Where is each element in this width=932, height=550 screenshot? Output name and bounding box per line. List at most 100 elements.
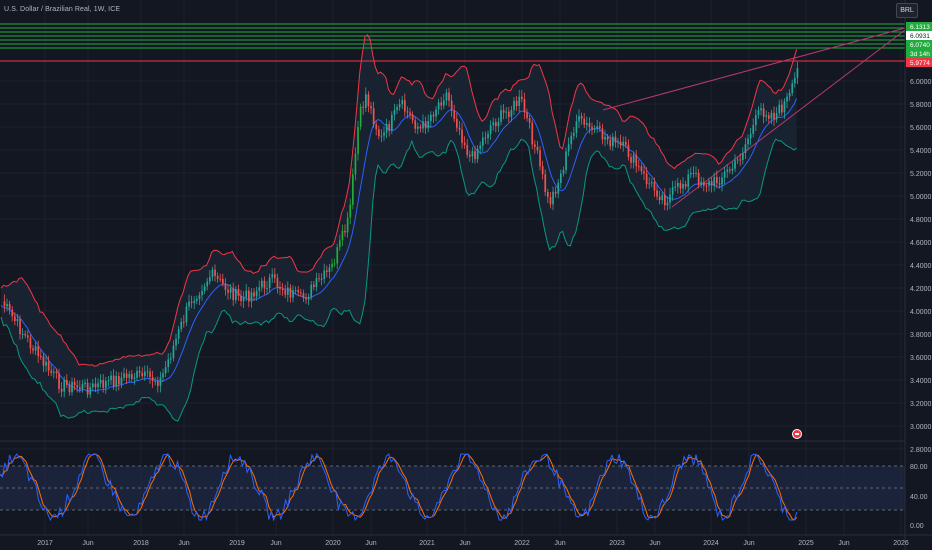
candle[interactable] bbox=[302, 293, 305, 298]
candle[interactable] bbox=[84, 382, 86, 385]
candle[interactable] bbox=[466, 145, 469, 155]
candle[interactable] bbox=[515, 100, 518, 106]
alert-icon[interactable] bbox=[792, 429, 802, 439]
candle[interactable] bbox=[190, 301, 193, 303]
candle[interactable] bbox=[461, 129, 463, 143]
candle[interactable] bbox=[697, 172, 700, 185]
candle[interactable] bbox=[534, 144, 536, 147]
candle[interactable] bbox=[164, 367, 167, 374]
candle[interactable] bbox=[768, 115, 770, 119]
candle[interactable] bbox=[690, 172, 692, 175]
candle[interactable] bbox=[27, 335, 29, 338]
candle[interactable] bbox=[617, 141, 619, 143]
candle[interactable] bbox=[385, 123, 388, 133]
candle[interactable] bbox=[591, 126, 593, 130]
candle[interactable] bbox=[526, 112, 528, 119]
time-axis[interactable]: 2017 Jun 2018 Jun 2019 Jun 2020 Jun 2021 Jun 2022 J… bbox=[37, 540, 909, 547]
candle[interactable] bbox=[154, 381, 157, 383]
candle[interactable] bbox=[518, 96, 521, 106]
candle[interactable] bbox=[632, 155, 635, 163]
candle[interactable] bbox=[216, 276, 219, 279]
candle[interactable] bbox=[430, 114, 432, 122]
candle[interactable] bbox=[601, 128, 604, 140]
candle[interactable] bbox=[508, 111, 510, 117]
candle[interactable] bbox=[240, 296, 242, 302]
candle[interactable] bbox=[352, 174, 354, 205]
candle[interactable] bbox=[107, 380, 110, 382]
candle[interactable] bbox=[110, 375, 112, 381]
candle[interactable] bbox=[463, 142, 466, 146]
candle[interactable] bbox=[640, 166, 643, 172]
candle[interactable] bbox=[274, 274, 276, 278]
candle[interactable] bbox=[11, 309, 14, 317]
candle[interactable] bbox=[500, 110, 502, 122]
oscillator-axis[interactable]: 80.00 40.00 0.00 bbox=[910, 464, 928, 530]
candle[interactable] bbox=[276, 277, 279, 288]
candle[interactable] bbox=[375, 124, 378, 130]
candle[interactable] bbox=[372, 108, 375, 125]
candle[interactable] bbox=[151, 376, 154, 382]
candle[interactable] bbox=[159, 377, 162, 386]
candle[interactable] bbox=[268, 277, 271, 289]
candle[interactable] bbox=[437, 102, 440, 110]
candle[interactable] bbox=[398, 104, 401, 108]
candle[interactable] bbox=[175, 338, 177, 346]
candle[interactable] bbox=[521, 96, 523, 100]
candle[interactable] bbox=[367, 94, 370, 107]
candle[interactable] bbox=[482, 137, 484, 146]
candle[interactable] bbox=[700, 181, 703, 185]
candle[interactable] bbox=[554, 191, 557, 194]
candle[interactable] bbox=[666, 202, 669, 206]
candle[interactable] bbox=[266, 288, 268, 290]
candle[interactable] bbox=[232, 288, 235, 301]
candle[interactable] bbox=[354, 153, 357, 175]
candle[interactable] bbox=[645, 173, 648, 185]
candle[interactable] bbox=[235, 288, 237, 301]
horizontal-lines[interactable] bbox=[0, 23, 905, 62]
candle[interactable] bbox=[58, 373, 60, 389]
candle[interactable] bbox=[747, 138, 749, 145]
candle[interactable] bbox=[21, 333, 24, 335]
candle[interactable] bbox=[193, 300, 196, 303]
candle[interactable] bbox=[775, 113, 778, 120]
candle[interactable] bbox=[201, 291, 203, 296]
candle[interactable] bbox=[279, 287, 281, 289]
candle[interactable] bbox=[211, 269, 214, 278]
candle[interactable] bbox=[778, 104, 781, 114]
candle[interactable] bbox=[424, 121, 427, 129]
candle[interactable] bbox=[349, 204, 352, 218]
candle[interactable] bbox=[336, 247, 339, 264]
candle[interactable] bbox=[219, 278, 222, 280]
candle[interactable] bbox=[419, 126, 422, 129]
candle[interactable] bbox=[271, 274, 274, 278]
candle[interactable] bbox=[144, 371, 146, 377]
candle[interactable] bbox=[409, 112, 411, 115]
candle[interactable] bbox=[622, 141, 625, 146]
candle[interactable] bbox=[627, 144, 630, 158]
candle[interactable] bbox=[687, 174, 690, 187]
candle[interactable] bbox=[783, 101, 786, 113]
candle[interactable] bbox=[679, 182, 682, 189]
candle[interactable] bbox=[619, 141, 622, 146]
candle[interactable] bbox=[73, 381, 76, 386]
candle[interactable] bbox=[118, 376, 120, 385]
candle[interactable] bbox=[112, 375, 115, 387]
candle[interactable] bbox=[718, 183, 721, 185]
candle[interactable] bbox=[131, 374, 133, 379]
candle[interactable] bbox=[786, 96, 788, 102]
candle[interactable] bbox=[476, 148, 479, 160]
candle[interactable] bbox=[177, 329, 180, 339]
candle[interactable] bbox=[401, 100, 404, 105]
candle[interactable] bbox=[185, 306, 188, 323]
candle[interactable] bbox=[492, 122, 495, 126]
candle[interactable] bbox=[773, 112, 775, 120]
candle[interactable] bbox=[224, 283, 227, 290]
candle[interactable] bbox=[731, 168, 734, 171]
candle[interactable] bbox=[523, 99, 526, 113]
candle[interactable] bbox=[133, 377, 136, 379]
candle[interactable] bbox=[365, 94, 367, 108]
candle[interactable] bbox=[682, 184, 684, 189]
candle[interactable] bbox=[198, 295, 201, 300]
candle[interactable] bbox=[359, 106, 362, 127]
